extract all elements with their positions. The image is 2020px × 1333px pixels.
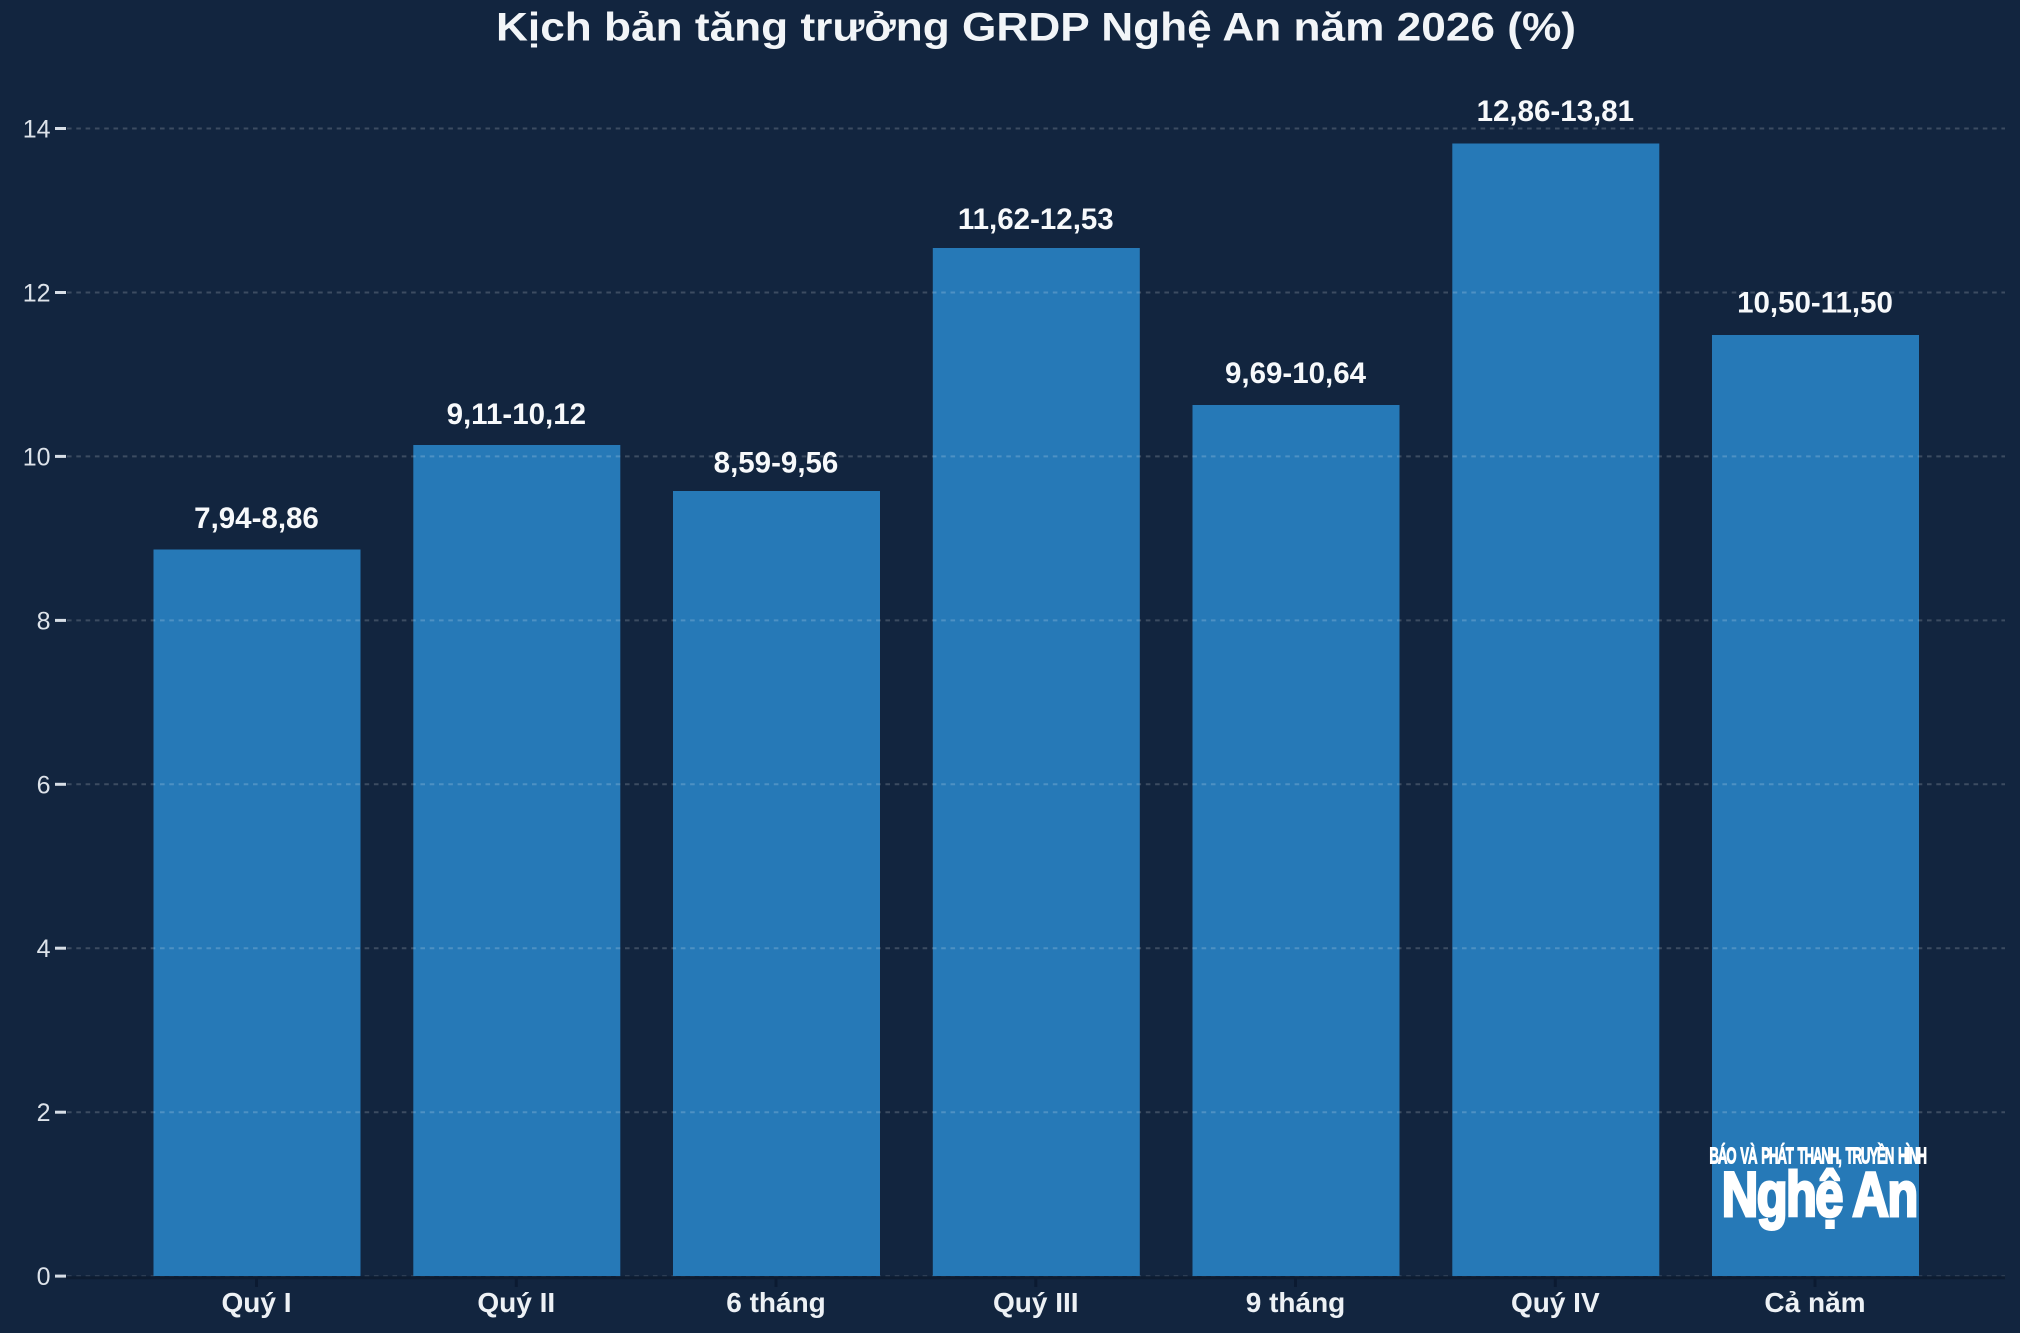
svg-text:9 tháng: 9 tháng: [1246, 1287, 1346, 1318]
svg-text:Nghệ An: Nghệ An: [1722, 1160, 1917, 1231]
svg-text:9,11-10,12: 9,11-10,12: [447, 398, 586, 431]
svg-text:0: 0: [37, 1263, 51, 1291]
svg-text:Cả năm: Cả năm: [1764, 1287, 1865, 1318]
svg-text:8,59-9,56: 8,59-9,56: [714, 447, 839, 480]
svg-text:7,94-8,86: 7,94-8,86: [194, 502, 319, 535]
svg-text:14: 14: [23, 116, 51, 144]
svg-text:6 tháng: 6 tháng: [726, 1287, 826, 1318]
svg-text:12: 12: [23, 280, 51, 308]
svg-text:10,50-11,50: 10,50-11,50: [1737, 287, 1893, 320]
svg-text:2: 2: [37, 1099, 51, 1127]
svg-text:11,62-12,53: 11,62-12,53: [958, 203, 1114, 236]
svg-text:Quý III: Quý III: [993, 1287, 1079, 1318]
svg-text:8: 8: [37, 607, 51, 635]
svg-text:9,69-10,64: 9,69-10,64: [1225, 357, 1367, 390]
svg-text:Quý II: Quý II: [477, 1287, 555, 1318]
svg-text:4: 4: [37, 935, 51, 963]
svg-text:BÁO VÀ PHÁT THANH, TRUYỀN HÌNH: BÁO VÀ PHÁT THANH, TRUYỀN HÌNH: [1709, 1143, 1926, 1169]
svg-text:12,86-13,81: 12,86-13,81: [1477, 95, 1634, 128]
svg-text:Kịch bản tăng trưởng GRDP Nghệ: Kịch bản tăng trưởng GRDP Nghệ An năm 20…: [496, 5, 1576, 49]
svg-text:Quý I: Quý I: [221, 1287, 291, 1318]
svg-text:6: 6: [37, 771, 51, 799]
svg-text:Quý IV: Quý IV: [1511, 1287, 1600, 1318]
svg-text:10: 10: [23, 443, 51, 471]
